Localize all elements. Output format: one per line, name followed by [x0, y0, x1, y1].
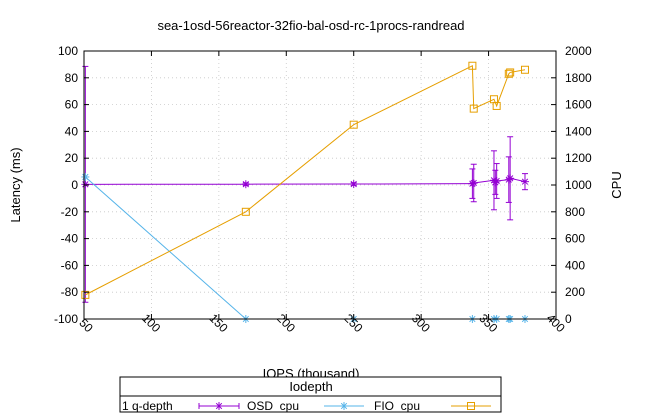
- y2-tick-label: 1000: [565, 178, 592, 192]
- data-point: [469, 178, 478, 187]
- y-tick-label: -60: [61, 258, 79, 272]
- y-axis-label: Latency (ms): [8, 147, 23, 222]
- data-point: [241, 207, 250, 216]
- legend-marker: [467, 402, 475, 410]
- y-tick-label: -20: [61, 205, 79, 219]
- y2-axis-label: CPU: [609, 171, 624, 198]
- data-point: [349, 120, 358, 129]
- axis-layer: -100-80-60-40-20020406080100020040060080…: [54, 44, 592, 335]
- marker-stroke: [215, 402, 223, 410]
- series-layer: [81, 61, 529, 323]
- marker-stroke: [521, 178, 529, 185]
- legend-marker: [340, 402, 348, 410]
- data-point: [81, 180, 90, 189]
- y-tick-label: 20: [65, 151, 79, 165]
- data-point: [469, 104, 478, 113]
- y2-tick-label: 1400: [565, 124, 592, 138]
- x-tick-label: 150: [207, 311, 231, 335]
- y-tick-label: -40: [61, 232, 79, 246]
- y-tick-label: 80: [65, 71, 79, 85]
- y2-tick-label: 2000: [565, 44, 592, 58]
- x-tick-label: 350: [476, 311, 500, 335]
- series-line: [85, 64, 526, 296]
- y-tick-label: 100: [58, 44, 78, 58]
- series-0: [81, 65, 529, 303]
- y-tick-label: -100: [54, 312, 78, 326]
- y2-tick-label: 0: [565, 312, 572, 326]
- marker-stroke: [506, 175, 514, 182]
- data-point: [504, 69, 513, 78]
- data-point: [492, 101, 501, 110]
- data-point: [520, 177, 529, 186]
- marker-stroke: [340, 402, 348, 410]
- marker-stroke: [493, 177, 500, 185]
- x-tick-label: 100: [139, 311, 163, 335]
- legend-frame: [119, 376, 502, 413]
- y-tick-label: 0: [71, 178, 78, 192]
- marker-stroke: [82, 181, 89, 188]
- data-point: [468, 61, 477, 70]
- y-tick-label: -80: [61, 285, 79, 299]
- legend: Iodepth 1 q-depth OSD_cpu FIO_cpu: [119, 376, 502, 413]
- series-2: [81, 61, 529, 299]
- y2-tick-label: 1800: [565, 71, 592, 85]
- grid-layer: [84, 51, 556, 319]
- data-point: [506, 174, 515, 183]
- legend-label: FIO_cpu: [374, 399, 420, 413]
- marker-stroke: [350, 180, 357, 188]
- y2-tick-label: 400: [565, 258, 585, 272]
- x-tick-label: 300: [409, 311, 433, 335]
- data-point: [81, 172, 90, 181]
- marker-stroke: [242, 181, 249, 188]
- y2-tick-label: 1600: [565, 98, 592, 112]
- data-point: [492, 176, 501, 185]
- y2-tick-label: 600: [565, 232, 585, 246]
- legend-entries: 1 q-depth OSD_cpu FIO_cpu: [122, 399, 491, 413]
- y-tick-label: 60: [65, 98, 79, 112]
- legend-label: OSD_cpu: [247, 399, 299, 413]
- data-point: [349, 180, 358, 189]
- legend-title: Iodepth: [289, 379, 332, 394]
- data-point: [241, 180, 250, 189]
- data-point: [506, 68, 515, 77]
- x-tick-label: 200: [274, 311, 298, 335]
- data-point: [81, 290, 90, 299]
- legend-marker: [215, 402, 223, 410]
- y-tick-label: 40: [65, 124, 79, 138]
- data-point: [520, 65, 529, 74]
- marker-stroke: [82, 173, 89, 181]
- y2-tick-label: 800: [565, 205, 585, 219]
- y2-tick-label: 1200: [565, 151, 592, 165]
- series-1: [81, 172, 529, 323]
- marker-stroke: [470, 179, 477, 187]
- legend-label: 1 q-depth: [122, 399, 173, 413]
- chart-title: sea-1osd-56reactor-32fio-bal-osd-rc-1pro…: [157, 18, 464, 33]
- y2-tick-label: 200: [565, 285, 585, 299]
- x-tick-label: 250: [341, 311, 365, 335]
